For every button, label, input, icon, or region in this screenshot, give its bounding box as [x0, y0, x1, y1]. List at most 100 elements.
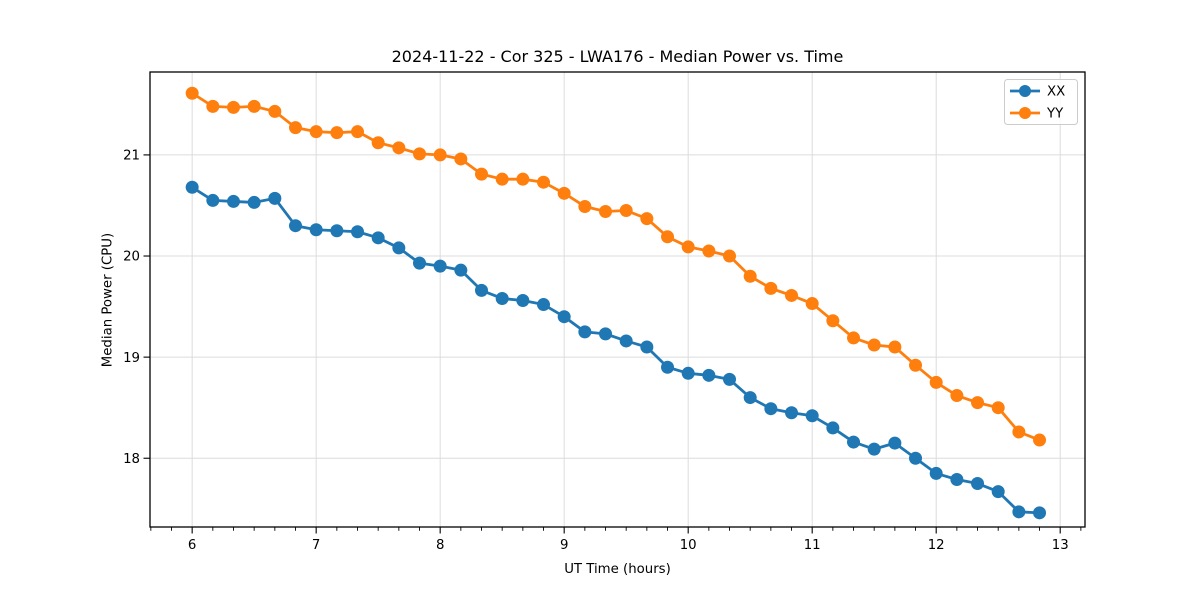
data-point — [309, 125, 323, 139]
data-point — [351, 125, 364, 139]
data-point — [743, 391, 757, 405]
data-point — [826, 314, 840, 328]
data-point — [226, 100, 240, 114]
series-line-YY — [191, 92, 1041, 442]
data-point — [661, 360, 675, 374]
x-tick-label: 6 — [188, 538, 196, 553]
data-point — [516, 172, 530, 186]
series-markers-XX — [185, 180, 1047, 520]
data-point — [371, 231, 385, 245]
data-point — [805, 297, 819, 311]
x-axis-ticks: 6 7 8 9 10 11 12 13 — [188, 527, 1069, 553]
data-point — [950, 389, 964, 403]
legend-label-YY: YY — [1046, 107, 1064, 122]
series-markers-YY — [185, 86, 1047, 447]
grid — [150, 72, 1085, 527]
data-point — [764, 281, 778, 295]
legend: XX YY — [1004, 79, 1078, 125]
data-point — [185, 180, 199, 194]
data-point — [557, 310, 571, 324]
data-point — [289, 219, 302, 233]
data-point — [1033, 433, 1047, 447]
data-point — [785, 406, 799, 420]
data-point — [991, 485, 1005, 499]
data-point — [268, 191, 282, 205]
data-point — [413, 147, 426, 161]
x-tick-label: 9 — [560, 538, 568, 553]
data-point — [289, 121, 302, 135]
y-tick-label: 18 — [123, 452, 140, 467]
data-point — [640, 340, 654, 354]
y-tick-label: 21 — [123, 149, 140, 164]
data-point — [640, 212, 654, 226]
data-point — [247, 195, 261, 209]
x-axis-label: UT Time (hours) — [564, 562, 671, 577]
data-point — [226, 194, 240, 208]
data-point — [764, 402, 778, 416]
data-point — [392, 141, 406, 155]
data-point — [867, 338, 881, 352]
data-point — [578, 199, 592, 213]
data-point — [909, 358, 923, 372]
data-point — [433, 148, 447, 162]
legend-marker-XX — [1019, 85, 1031, 97]
data-point — [206, 99, 220, 113]
data-point — [950, 472, 964, 486]
data-point — [413, 256, 426, 270]
data-point — [805, 409, 819, 423]
data-point — [599, 327, 613, 341]
data-point — [351, 225, 364, 239]
chart-title: 2024-11-22 - Cor 325 - LWA176 - Median P… — [391, 47, 844, 66]
legend-box — [1004, 79, 1078, 125]
x-axis-minor-ticks — [150, 527, 1082, 531]
data-point — [495, 172, 509, 186]
x-tick-label: 10 — [680, 538, 697, 553]
data-point — [371, 136, 385, 150]
series-line-XX — [191, 186, 1040, 515]
data-point — [206, 193, 220, 207]
data-point — [702, 244, 716, 258]
data-point — [826, 421, 840, 435]
data-point — [847, 331, 861, 345]
data-point — [619, 334, 633, 348]
data-point — [681, 240, 695, 254]
data-point — [929, 466, 943, 480]
data-point — [785, 288, 799, 302]
data-point — [599, 205, 613, 219]
data-point — [309, 223, 323, 237]
axes-box — [149, 71, 1086, 528]
data-point — [681, 366, 695, 380]
data-point — [847, 435, 861, 449]
data-point — [971, 396, 985, 410]
data-point — [516, 294, 530, 308]
y-axis-label: Median Power (CPU) — [100, 232, 116, 368]
data-point — [661, 230, 675, 244]
data-point — [1012, 425, 1026, 439]
data-point — [1033, 506, 1047, 520]
data-point — [475, 167, 488, 181]
y-tick-label: 19 — [123, 351, 140, 366]
data-point — [330, 126, 344, 140]
data-point — [971, 477, 985, 491]
data-point — [888, 340, 902, 354]
data-point — [495, 291, 509, 305]
x-tick-label: 7 — [312, 538, 320, 553]
x-tick-label: 13 — [1052, 538, 1069, 553]
y-axis-ticks: 18 19 20 21 — [123, 149, 150, 467]
legend-marker-YY — [1019, 107, 1031, 119]
data-point — [1012, 505, 1026, 519]
data-point — [454, 263, 468, 277]
data-point — [454, 152, 468, 166]
data-point — [702, 368, 716, 382]
legend-label-XX: XX — [1047, 85, 1065, 100]
data-point — [723, 372, 737, 386]
data-point — [330, 224, 344, 238]
x-tick-label: 12 — [928, 538, 945, 553]
data-point — [268, 104, 282, 118]
data-point — [537, 175, 551, 189]
data-point — [185, 86, 199, 100]
data-point — [909, 451, 923, 465]
data-point — [743, 269, 757, 283]
